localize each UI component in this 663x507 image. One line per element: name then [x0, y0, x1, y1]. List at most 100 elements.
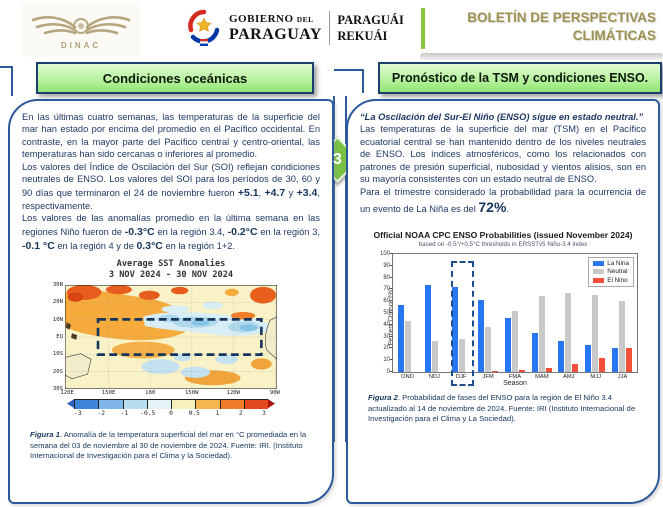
bar-group-OND: [395, 254, 422, 372]
enso-paragraph-2: Para el trimestre considerado la probabi…: [360, 186, 646, 217]
ocean-conditions-panel: En las últimas cuatro semanas, las tempe…: [8, 99, 334, 504]
chart-legend: La Nina Neutral El Nino: [588, 256, 634, 287]
colorbar-segment: [243, 400, 268, 410]
text-seg: .: [506, 204, 509, 215]
map-lon-label: 150W: [185, 390, 199, 397]
nino34-anomaly: -0.3°C: [124, 225, 155, 238]
text-seg: Los valores de las anomalías promedio en…: [22, 213, 320, 237]
y-tick-mark: [390, 288, 393, 290]
enso-paragraph-1: Las temperaturas de la superficie del ma…: [360, 124, 646, 185]
figure1-text: . Anomalía de la temperatura superficial…: [30, 430, 307, 461]
colorbar-segment: [146, 400, 171, 410]
colorbar-tick-label: 0.5: [188, 410, 200, 418]
colorbar-segment: [122, 400, 147, 410]
chart-plot-area: La Nina Neutral El Nino 0 10 20 30 40 50 60 70 80 9…: [380, 251, 638, 386]
colorbar-right-arrow: [268, 399, 275, 409]
bar-la-nina: [398, 304, 405, 372]
chart-x-labels: OND NDJ DJF JFM FMA MAM AMJ MJJ JJA: [392, 374, 638, 380]
soi-30-value: +5.1: [237, 186, 259, 199]
bar-la-nina: [585, 344, 592, 372]
sst-anomaly-map-figure: Average SST Anomalies 3 NOV 2024 - 30 NO…: [43, 259, 299, 421]
text-seg: , respectivamente.: [22, 187, 320, 211]
bar-neutral: [432, 341, 438, 372]
bar-la-nina: [611, 348, 618, 372]
figure2-label: Figura 2: [368, 392, 398, 402]
bar-la-nina: [531, 332, 538, 372]
gov-guarani1: PARAGUÁI: [337, 13, 404, 27]
map-colorbar: -3 -2 -1 -0.5 0 0.5 1 2 3: [67, 399, 275, 421]
colorbar-tick-label: 1: [215, 410, 220, 418]
text-seg: y: [285, 187, 297, 198]
header-green-bar: [421, 8, 425, 49]
dinac-label: DINAC: [60, 40, 102, 50]
bar-neutral: [458, 338, 465, 372]
y-tick-label: 30: [383, 333, 390, 340]
map-lon-label: 120W: [226, 390, 241, 397]
bar-el-nino: [572, 363, 579, 372]
bar-neutral: [618, 301, 625, 372]
header-silver-strip: [420, 53, 663, 60]
bar-group-NDJ: [422, 254, 449, 372]
y-tick-mark: [390, 300, 393, 302]
legend-swatch: [593, 277, 605, 283]
text-seg: en la región 3,: [257, 226, 320, 237]
colorbar-segment: [195, 400, 220, 410]
dinac-wings-icon: [31, 15, 131, 34]
text-seg: en la región 1+2.: [162, 240, 235, 251]
legend-label: Neutral: [607, 268, 628, 276]
enso-probability-chart-figure: Official NOAA CPC ENSO Probabilities (is…: [360, 230, 646, 387]
legend-item-el-nino: El Nino: [593, 277, 629, 284]
gov-line1: GOBIERNO: [229, 12, 294, 25]
guarani-wordmark: PARAGUÁI REKUÁI: [337, 14, 403, 42]
bar-group-MJJ: [582, 254, 609, 372]
map-title-line1: Average SST Anomalies: [116, 258, 226, 269]
bar-la-nina: [425, 284, 431, 372]
y-tick-label: 40: [383, 321, 390, 328]
bar-neutral: [512, 310, 519, 372]
bar-el-nino: [519, 369, 526, 372]
map-title-line2: 3 NOV 2024 - 30 NOV 2024: [108, 269, 234, 280]
y-tick-label: 100: [379, 250, 390, 257]
legend-label: La Nina: [607, 259, 629, 267]
map-lat-label: EQ: [56, 334, 63, 341]
bar-el-nino: [545, 368, 552, 372]
map-lat-label: 20N: [52, 299, 63, 306]
colorbar: [67, 399, 275, 410]
y-tick-mark: [390, 252, 393, 254]
nino12-anomaly: 0.3°C: [136, 239, 163, 252]
colorbar-tick-label: 0: [169, 410, 173, 418]
y-tick-mark: [390, 370, 393, 372]
map-lon-label: 90W: [269, 390, 280, 397]
sst-map-graphic: [65, 285, 277, 390]
colorbar-tick-label: -0.5: [140, 410, 156, 418]
text-seg: ,: [258, 187, 265, 198]
y-tick-mark: [390, 311, 393, 313]
x-tick-label: DJF: [455, 373, 467, 380]
y-tick-mark: [390, 276, 393, 278]
bar-la-nina: [451, 286, 458, 372]
step-number: 3: [333, 150, 342, 168]
ocean-paragraph-2: Los valores del Índice de Oscilación del…: [22, 161, 320, 212]
legend-swatch: [593, 260, 605, 266]
bar-neutral: [405, 321, 412, 372]
bar-neutral: [538, 296, 545, 372]
x-tick-label: JFM: [482, 373, 494, 380]
bar-neutral: [565, 292, 572, 372]
left-section-title: Condiciones oceánicas: [36, 62, 314, 94]
chart-x-axis-label: Season: [503, 379, 527, 387]
figure1-label: Figura 1: [30, 430, 60, 440]
mid-bracket-h: [334, 69, 364, 71]
x-tick-label: MAM: [535, 373, 549, 380]
y-tick-mark: [390, 347, 393, 349]
enso-quote: “La Oscilación del Sur-El Niño (ENSO) si…: [360, 112, 644, 122]
text-seg: en la región 4 y de: [54, 240, 137, 251]
map-lat-label: 30N: [52, 282, 63, 289]
logo-divider: [328, 11, 331, 45]
mid-line-1: [333, 96, 335, 442]
nino4-anomaly: -0.1 °C: [22, 239, 55, 252]
dinac-logo: DINAC: [22, 3, 140, 57]
legend-item-neutral: Neutral: [593, 268, 629, 275]
colorbar-tick-label: -2: [97, 410, 105, 418]
colorbar-segment: [74, 400, 99, 410]
x-tick-label: JJA: [617, 373, 628, 380]
